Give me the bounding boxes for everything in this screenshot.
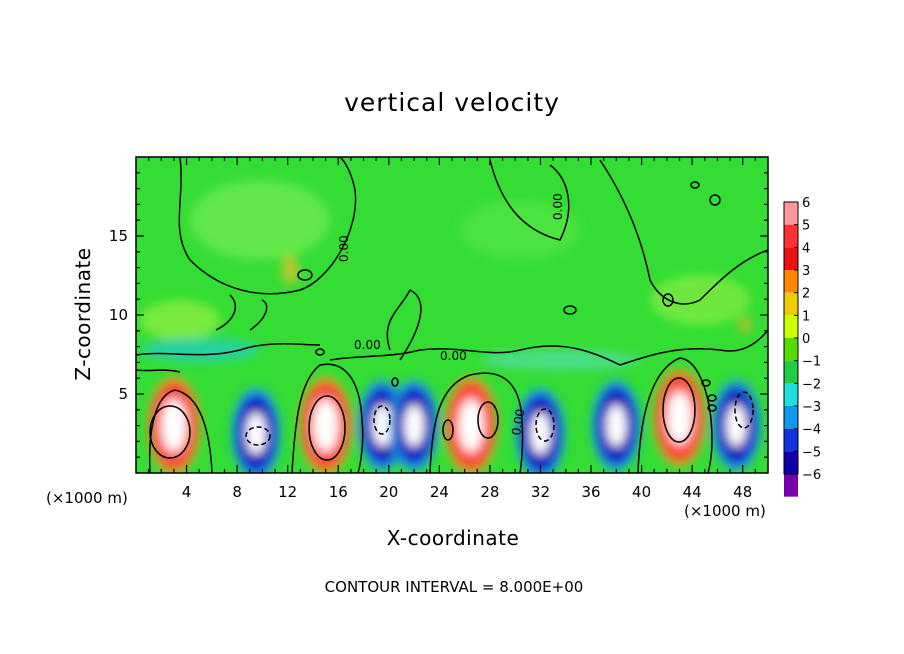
colorbar-label: 1 bbox=[802, 309, 810, 324]
cell-downdraft bbox=[591, 379, 642, 472]
colorbar-swatch bbox=[784, 224, 798, 248]
contour-label: 0.00 bbox=[551, 193, 565, 220]
x-tick-label: 28 bbox=[480, 483, 499, 501]
colorbar-label: 4 bbox=[802, 241, 810, 256]
contour-labels: 0.00 0.00 0.00 0.00 0.00 bbox=[337, 193, 565, 436]
contour-interval-note: CONTOUR INTERVAL = 8.000E+00 bbox=[324, 578, 584, 596]
colorbar-swatch bbox=[784, 338, 798, 361]
colorbar-swatch bbox=[784, 270, 798, 293]
x-tick-label: 32 bbox=[531, 483, 550, 501]
colorbar-label: −5 bbox=[802, 445, 821, 460]
colorbar-label: −2 bbox=[802, 377, 821, 392]
x-tick-label: 8 bbox=[232, 483, 242, 501]
contour-label: 0.00 bbox=[509, 408, 527, 437]
x-tick-label: 20 bbox=[379, 483, 398, 501]
chart-title: vertical velocity bbox=[344, 88, 560, 117]
x-tick-label: 48 bbox=[733, 483, 752, 501]
colorbar-label: −3 bbox=[802, 400, 821, 415]
colorbar-swatch bbox=[784, 383, 798, 406]
contour-label: 0.00 bbox=[440, 349, 467, 363]
colorbar-label: 2 bbox=[802, 287, 810, 302]
contour-label: 0.00 bbox=[337, 235, 351, 262]
colorbar-label: −6 bbox=[802, 468, 821, 483]
y-tick-label: 5 bbox=[118, 385, 128, 403]
y-tick-label: 10 bbox=[109, 306, 128, 324]
y-tick-label: 15 bbox=[109, 227, 128, 245]
colorbar: 6 5 4 3 2 1 0 −1 −2 −3 −4 −5 −6 bbox=[783, 196, 821, 497]
contour-lines bbox=[136, 157, 768, 473]
colorbar-label: 0 bbox=[802, 332, 810, 347]
x-tick-label: 44 bbox=[683, 483, 702, 501]
colorbar-label: 3 bbox=[802, 264, 810, 279]
colorbar-swatch bbox=[784, 202, 798, 225]
y-axis-label: Z-coordinate bbox=[71, 247, 95, 381]
contour-label: 0.00 bbox=[354, 338, 381, 352]
x-tick-label: 12 bbox=[278, 483, 297, 501]
colorbar-label: 5 bbox=[802, 219, 810, 234]
cell-downdraft bbox=[711, 379, 762, 472]
cell-downdraft bbox=[389, 379, 439, 472]
heatmap-field bbox=[136, 157, 768, 473]
x-unit-label-right: (×1000 m) bbox=[684, 502, 766, 520]
x-axis-label: X-coordinate bbox=[386, 526, 520, 550]
x-tick-label: 16 bbox=[329, 483, 348, 501]
x-tick-label: 4 bbox=[182, 483, 192, 501]
colorbar-label: −4 bbox=[802, 423, 821, 438]
x-unit-label-left: (×1000 m) bbox=[46, 489, 128, 507]
colorbar-swatch bbox=[784, 292, 798, 316]
cell-downdraft bbox=[231, 387, 281, 473]
x-axis: 4 8 12 16 20 24 28 32 36 40 44 48 bbox=[148, 157, 756, 501]
colorbar-swatch bbox=[784, 360, 798, 384]
cell-updraft bbox=[147, 377, 200, 473]
cell-updraft bbox=[653, 369, 706, 467]
colorbar-swatch bbox=[784, 315, 798, 338]
colorbar-swatch bbox=[784, 428, 798, 452]
y-axis: 5 10 15 bbox=[109, 172, 768, 458]
colorbar-swatch bbox=[784, 474, 798, 497]
colorbar-label: −1 bbox=[802, 355, 821, 370]
colorbar-label: 6 bbox=[802, 196, 810, 211]
x-tick-label: 36 bbox=[581, 483, 600, 501]
colorbar-swatch bbox=[784, 406, 798, 429]
x-tick-label: 40 bbox=[632, 483, 651, 501]
colorbar-swatch bbox=[784, 247, 798, 270]
x-tick-label: 24 bbox=[430, 483, 449, 501]
colorbar-swatch bbox=[784, 451, 798, 474]
